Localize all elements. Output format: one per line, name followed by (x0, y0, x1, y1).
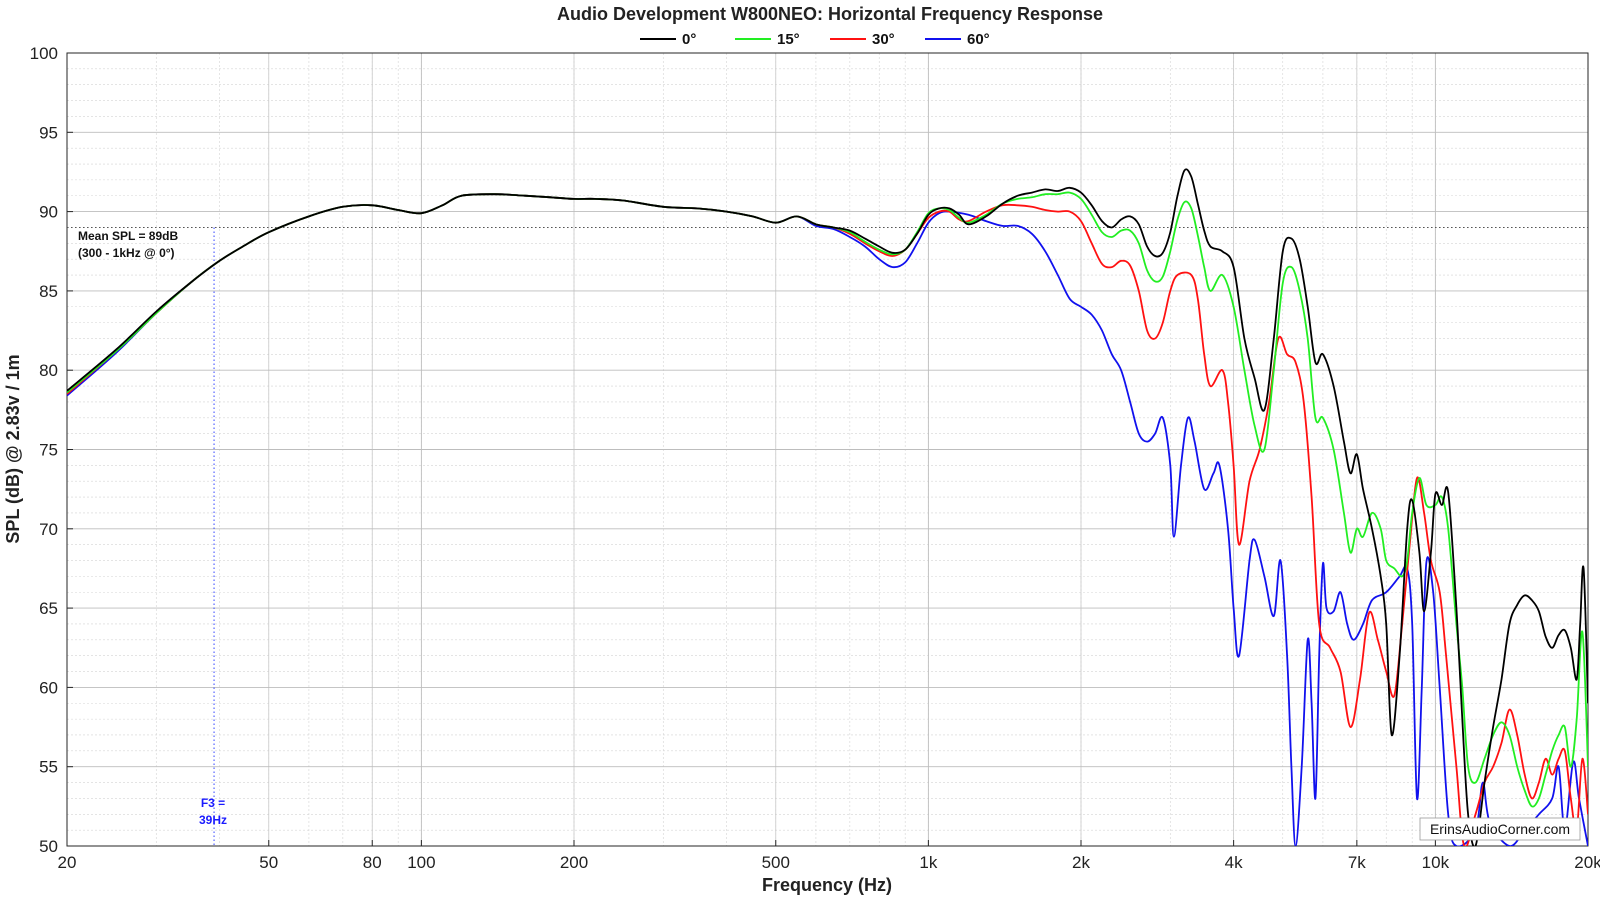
y-tick-label: 95 (39, 123, 58, 142)
y-axis-label: SPL (dB) @ 2.83v / 1m (3, 354, 23, 543)
y-tick-label: 100 (30, 44, 58, 63)
watermark-box (1419, 817, 1581, 841)
y-tick-label: 70 (39, 520, 58, 539)
legend-entry: 15° (777, 31, 800, 48)
x-tick-label: 7k (1348, 853, 1366, 872)
x-tick-label: 50 (259, 853, 278, 872)
x-tick-label: 20k (1574, 853, 1600, 872)
f3-label: F3 = (201, 796, 225, 810)
x-tick-label: 2k (1072, 853, 1090, 872)
watermark-text: ErinsAudioCorner.com (1430, 821, 1570, 837)
x-tick-label: 20 (58, 853, 77, 872)
legend-entry: 60° (967, 31, 990, 48)
y-tick-label: 55 (39, 758, 58, 777)
y-tick-label: 75 (39, 441, 58, 460)
x-axis-label: Frequency (Hz) (762, 875, 892, 895)
x-tick-label: 80 (363, 853, 382, 872)
mean-spl-label: Mean SPL = 89dB (78, 229, 178, 243)
x-tick-label: 10k (1422, 853, 1450, 872)
x-tick-label: 1k (919, 853, 937, 872)
legend-entry: 30° (872, 31, 895, 48)
f3-value-label: 39Hz (199, 813, 227, 827)
mean-spl-range-label: (300 - 1kHz @ 0°) (78, 246, 175, 260)
y-tick-label: 90 (39, 203, 58, 222)
chart-title: Audio Development W800NEO: Horizontal Fr… (557, 4, 1103, 24)
x-tick-label: 500 (762, 853, 790, 872)
x-tick-label: 200 (560, 853, 588, 872)
legend-entry: 0° (682, 31, 696, 48)
y-tick-label: 80 (39, 361, 58, 380)
y-tick-label: 60 (39, 678, 58, 697)
x-tick-label: 4k (1225, 853, 1243, 872)
plot-series (67, 168, 1588, 846)
annotations: Mean SPL = 89dB (300 - 1kHz @ 0°) F3 = 3… (78, 229, 227, 827)
y-axis-ticks: 50 55 60 65 70 75 80 85 90 95 100 (30, 44, 73, 856)
y-tick-label: 50 (39, 837, 58, 856)
y-tick-label: 65 (39, 599, 58, 618)
x-axis-ticks: 20 50 80 100 200 500 1k 2k 4k 7k 10k 20k (58, 840, 1600, 872)
series-line-0deg (67, 168, 1588, 846)
x-tick-label: 100 (407, 853, 435, 872)
legend: 0° 15° 30° 60° (640, 31, 990, 48)
y-tick-label: 85 (39, 282, 58, 301)
